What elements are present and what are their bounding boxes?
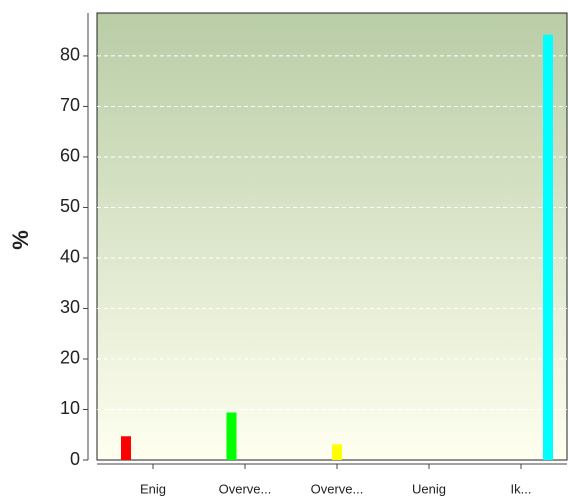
bar bbox=[332, 444, 342, 460]
y-tick-label: 0 bbox=[70, 449, 80, 469]
bar bbox=[226, 412, 237, 460]
x-tick-label: Ik... bbox=[511, 481, 532, 496]
bar bbox=[121, 436, 131, 460]
y-tick-label: 20 bbox=[60, 348, 80, 368]
y-tick-label: 50 bbox=[60, 196, 80, 216]
bar bbox=[543, 34, 553, 461]
y-tick-label: 10 bbox=[60, 398, 80, 418]
x-tick-label: Overve... bbox=[219, 481, 272, 496]
x-tick-label: Uenig bbox=[412, 481, 446, 496]
y-axis-label: % bbox=[8, 230, 33, 250]
plot-area bbox=[96, 12, 568, 461]
y-tick-label: 60 bbox=[60, 146, 80, 166]
y-tick-label: 80 bbox=[60, 45, 80, 65]
y-tick-label: 40 bbox=[60, 247, 80, 267]
x-tick-label: Overve... bbox=[311, 481, 364, 496]
x-tick-label: Enig bbox=[140, 481, 166, 496]
y-tick-label: 70 bbox=[60, 95, 80, 115]
y-tick-label: 30 bbox=[60, 297, 80, 317]
